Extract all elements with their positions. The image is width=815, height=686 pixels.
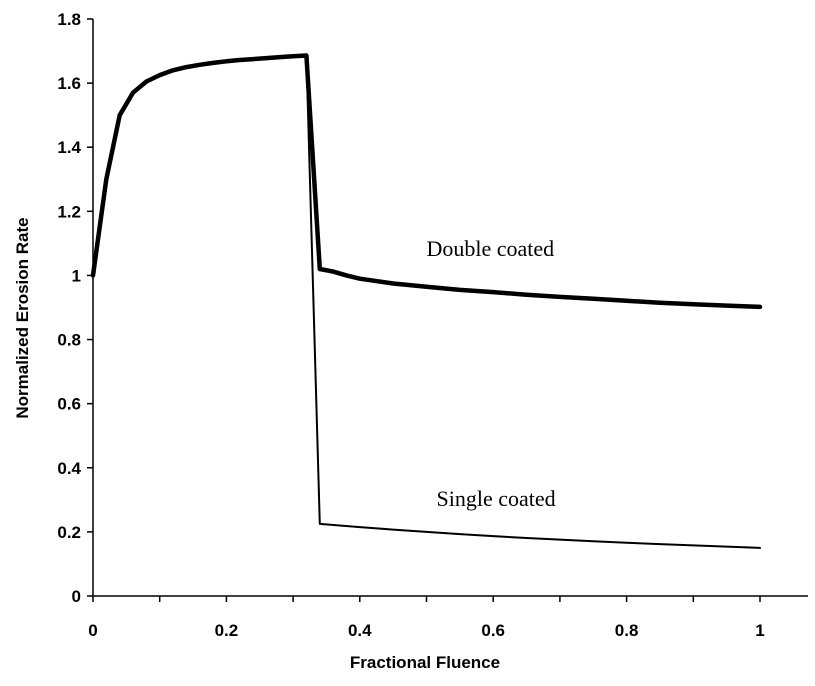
x-tick-label: 0 [88, 621, 97, 640]
series-layer [90, 53, 763, 549]
axes [92, 19, 808, 597]
y-axis-title: Normalized Erosion Rate [13, 217, 32, 418]
y-tick-label: 0 [72, 587, 81, 606]
annotation-label: Double coated [427, 236, 555, 261]
x-tick-label: 0.6 [481, 621, 505, 640]
x-tick-label: 0.4 [348, 621, 372, 640]
y-tick-label: 0.6 [57, 395, 81, 414]
x-ticks: 0 0.2 0.4 0.6 0.8 1 [88, 596, 765, 640]
x-axis-title: Fractional Fluence [350, 653, 500, 672]
y-tick-label: 1.2 [57, 202, 81, 221]
y-tick-label: 0.8 [57, 331, 81, 350]
y-tick-label: 1 [72, 266, 81, 285]
y-ticks: 0 0.2 0.4 0.6 0.8 1 1.2 1.4 1.6 1.8 [57, 10, 93, 606]
x-tick-label: 0.8 [615, 621, 639, 640]
y-tick-label: 0.2 [57, 523, 81, 542]
double-coated-line [90, 53, 763, 310]
y-tick-label: 0.4 [57, 459, 81, 478]
x-tick-label: 0.2 [215, 621, 239, 640]
y-tick-label: 1.4 [57, 138, 81, 157]
annotation-label: Single coated [437, 486, 556, 511]
x-tick-label: 1 [755, 621, 764, 640]
y-tick-label: 1.6 [57, 74, 81, 93]
annotations: Double coated Single coated [427, 236, 556, 511]
y-tick-label: 1.8 [57, 10, 81, 29]
